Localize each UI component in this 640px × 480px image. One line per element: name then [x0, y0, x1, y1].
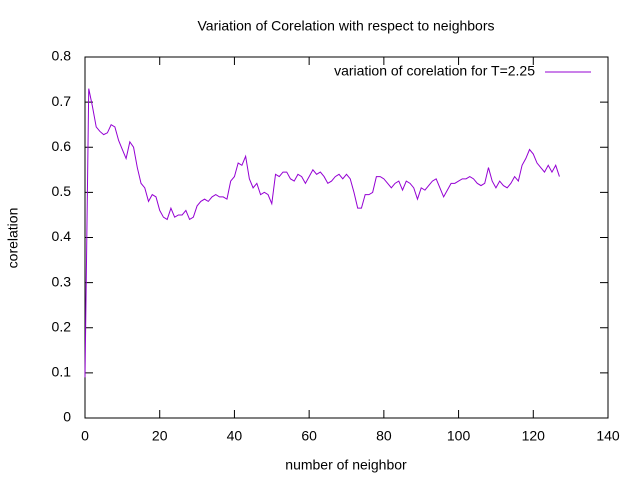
- plot-border: [84, 56, 609, 419]
- y-tick-label: 0.5: [52, 183, 72, 199]
- x-tick-label: 20: [152, 428, 168, 444]
- y-tick-label: 0.7: [52, 93, 72, 109]
- y-axis-label: corelation: [5, 208, 21, 269]
- y-tick-label: 0.4: [52, 228, 72, 244]
- y-tick-label: 0.1: [52, 364, 72, 380]
- chart-title: Variation of Corelation with respect to …: [197, 18, 494, 34]
- y-tick-label: 0.3: [52, 273, 72, 289]
- y-tick-label: 0.6: [52, 138, 72, 154]
- x-tick-label: 140: [596, 428, 620, 444]
- y-tick-label: 0.2: [52, 318, 72, 334]
- x-tick-label: 120: [522, 428, 546, 444]
- x-tick-label: 0: [81, 428, 89, 444]
- x-tick-label: 60: [301, 428, 317, 444]
- x-tick-label: 40: [227, 428, 243, 444]
- data-line: [84, 88, 560, 378]
- x-tick-label: 80: [376, 428, 392, 444]
- y-tick-label: 0: [63, 409, 71, 425]
- legend-label: variation of corelation for T=2.25: [334, 63, 535, 79]
- x-axis-label: number of neighbor: [285, 457, 407, 473]
- x-tick-label: 100: [447, 428, 471, 444]
- y-tick-label: 0.8: [52, 48, 72, 64]
